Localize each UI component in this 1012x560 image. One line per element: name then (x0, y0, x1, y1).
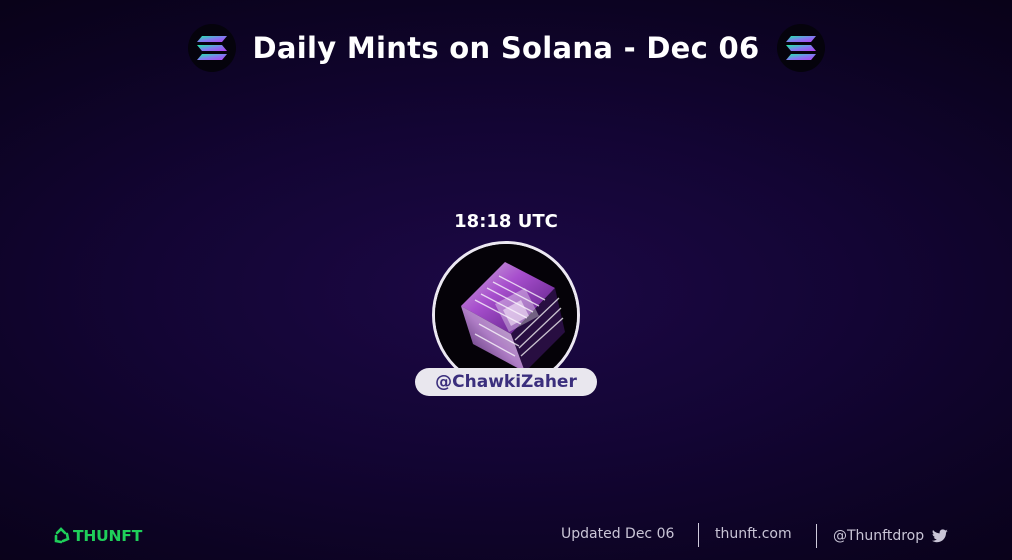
updated-date: Updated Dec 06 (561, 526, 675, 542)
footer-divider (816, 524, 817, 548)
thunft-recycle-logo-icon (54, 527, 70, 544)
twitter-handle: @Thunftdrop (833, 528, 925, 544)
holographic-cube-artwork (435, 244, 577, 386)
header: Daily Mints on Solana - Dec 06 (0, 22, 1012, 74)
twitter-bird-icon (932, 529, 948, 543)
page-title: Daily Mints on Solana - Dec 06 (252, 31, 760, 65)
brand-logo[interactable]: THUNFT (53, 526, 142, 546)
site-link[interactable]: thunft.com (715, 526, 792, 542)
brand-name: THUNFT (73, 527, 143, 545)
solana-logo-icon (776, 24, 825, 72)
twitter-link[interactable]: @Thunftdrop (833, 528, 948, 544)
avatar[interactable] (432, 241, 580, 389)
mint-time: 18:18 UTC (454, 211, 558, 232)
solana-logo-icon (187, 24, 236, 72)
footer-divider (698, 523, 699, 547)
creator-handle[interactable]: @ChawkiZaher (415, 368, 597, 396)
